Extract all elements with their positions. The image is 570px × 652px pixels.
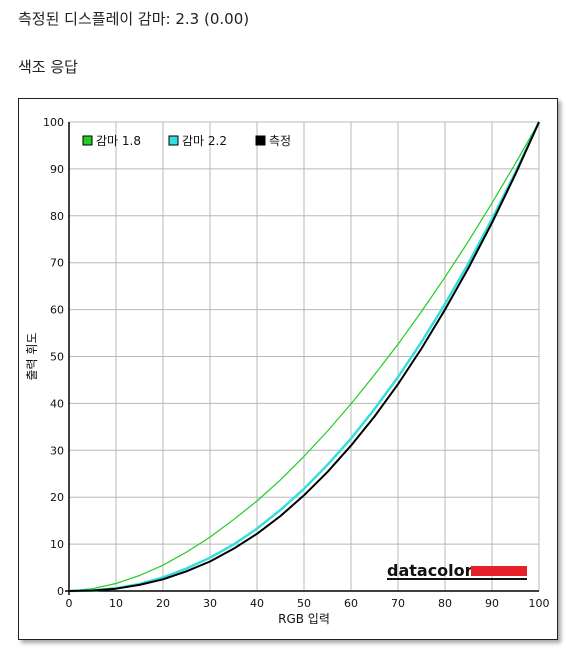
y-tick-label: 10 [50,538,64,551]
x-tick-label: 100 [529,597,550,610]
measured-gamma-heading: 측정된 디스플레이 감마: 2.3 (0.00) [18,10,250,28]
y-tick-label: 80 [50,210,64,223]
x-tick-label: 0 [66,597,73,610]
y-tick-label: 20 [50,491,64,504]
legend-label-1: 감마 1.8 [96,134,141,148]
x-tick-label: 50 [297,597,311,610]
tone-response-chart: 0 10 20 30 40 50 60 70 80 90 100 0 10 20 30 40 50 60 70 80 9… [18,98,558,640]
y-axis-label: 출력 휘도 [25,333,39,381]
legend-label-2: 감마 2.2 [182,134,227,148]
datacolor-logo-text: datacolor [387,561,473,580]
x-tick-label: 40 [250,597,264,610]
x-tick-label: 10 [109,597,123,610]
x-axis-label: RGB 입력 [278,612,330,626]
y-tick-label: 90 [50,163,64,176]
y-tick-label: 40 [50,397,64,410]
series-line-1 [68,121,540,592]
legend-swatch-1 [82,135,93,146]
y-tick-label: 100 [43,116,64,129]
datacolor-logo-bar [471,566,527,576]
x-tick-label: 20 [156,597,170,610]
x-tick-label: 80 [438,597,452,610]
x-tick-label: 90 [485,597,499,610]
x-tick-label: 70 [391,597,405,610]
y-tick-label: 0 [57,585,64,598]
y-tick-label: 70 [50,257,64,270]
legend-swatch-2 [168,135,179,146]
series-line-3 [68,121,540,592]
legend-label-3: 측정 [269,134,291,148]
y-tick-label: 30 [50,444,64,457]
x-tick-label: 30 [203,597,217,610]
chart-canvas: 0 10 20 30 40 50 60 70 80 90 100 0 10 20 30 40 50 60 70 80 9… [25,116,550,626]
y-tick-label: 50 [50,351,64,364]
legend-swatch-3 [255,135,266,146]
x-tick-label: 60 [344,597,358,610]
series-line-2 [68,121,541,593]
y-tick-label: 60 [50,304,64,317]
tone-response-heading: 색조 응답 [18,58,78,76]
